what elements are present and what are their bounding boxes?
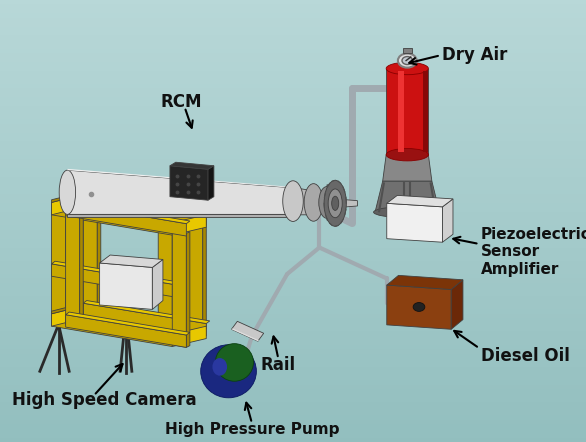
Ellipse shape (386, 149, 428, 161)
Ellipse shape (328, 189, 342, 217)
Ellipse shape (402, 57, 413, 65)
Ellipse shape (200, 345, 257, 398)
Polygon shape (172, 231, 186, 347)
Polygon shape (83, 192, 206, 225)
Polygon shape (451, 280, 463, 329)
Polygon shape (97, 195, 101, 313)
Polygon shape (293, 187, 314, 215)
Polygon shape (67, 214, 293, 217)
Polygon shape (186, 232, 190, 347)
Polygon shape (335, 199, 357, 208)
Polygon shape (231, 321, 264, 341)
Polygon shape (398, 71, 404, 152)
Polygon shape (66, 312, 190, 335)
Polygon shape (66, 315, 186, 347)
Ellipse shape (212, 358, 227, 376)
Ellipse shape (319, 187, 335, 218)
Polygon shape (66, 201, 190, 224)
Polygon shape (387, 203, 442, 242)
Polygon shape (67, 170, 293, 214)
Polygon shape (189, 210, 206, 217)
Polygon shape (387, 275, 463, 290)
Polygon shape (172, 215, 206, 235)
Polygon shape (83, 193, 101, 199)
Polygon shape (52, 314, 172, 347)
Polygon shape (52, 306, 83, 326)
Polygon shape (83, 196, 97, 313)
Polygon shape (52, 194, 83, 215)
Ellipse shape (374, 206, 441, 217)
Text: High Speed Camera: High Speed Camera (12, 391, 196, 409)
Ellipse shape (324, 180, 346, 226)
Polygon shape (383, 155, 432, 181)
Ellipse shape (386, 62, 428, 75)
Polygon shape (170, 166, 208, 200)
Polygon shape (52, 261, 176, 284)
Polygon shape (100, 255, 163, 267)
Polygon shape (442, 199, 453, 242)
Polygon shape (52, 200, 176, 223)
Text: Rail: Rail (261, 356, 296, 373)
Text: Dry Air: Dry Air (442, 46, 508, 64)
Polygon shape (80, 211, 83, 327)
Polygon shape (208, 166, 214, 200)
Polygon shape (158, 224, 176, 230)
Polygon shape (83, 189, 210, 212)
Ellipse shape (413, 302, 425, 311)
Text: High Pressure Pump: High Pressure Pump (165, 422, 339, 437)
Polygon shape (52, 264, 172, 297)
Polygon shape (189, 214, 203, 331)
Polygon shape (52, 303, 83, 314)
Polygon shape (203, 213, 206, 331)
Polygon shape (172, 226, 176, 344)
Polygon shape (52, 192, 83, 202)
Ellipse shape (59, 170, 76, 214)
Polygon shape (52, 202, 172, 235)
Ellipse shape (216, 344, 253, 381)
Polygon shape (403, 48, 412, 53)
Polygon shape (170, 162, 214, 169)
Polygon shape (66, 203, 186, 236)
Text: Piezoelectric
Sensor
Amplifier: Piezoelectric Sensor Amplifier (481, 227, 586, 277)
Polygon shape (387, 285, 451, 329)
Ellipse shape (332, 196, 339, 210)
Polygon shape (386, 69, 428, 155)
Polygon shape (152, 259, 163, 309)
Polygon shape (66, 209, 69, 326)
Text: RCM: RCM (161, 93, 202, 110)
Polygon shape (83, 301, 210, 324)
Polygon shape (158, 227, 172, 344)
Polygon shape (375, 181, 440, 212)
Polygon shape (423, 71, 428, 152)
Polygon shape (231, 328, 259, 341)
Polygon shape (83, 303, 206, 336)
Polygon shape (327, 185, 335, 220)
Polygon shape (314, 190, 327, 213)
Ellipse shape (283, 181, 304, 221)
Ellipse shape (398, 53, 417, 68)
Text: Diesel Oil: Diesel Oil (481, 347, 570, 365)
Polygon shape (100, 263, 152, 309)
Ellipse shape (304, 183, 323, 221)
Polygon shape (387, 195, 453, 207)
Polygon shape (52, 210, 66, 326)
Polygon shape (66, 210, 80, 327)
Polygon shape (67, 169, 293, 188)
Polygon shape (172, 326, 206, 347)
Polygon shape (52, 206, 69, 212)
Polygon shape (52, 311, 176, 334)
